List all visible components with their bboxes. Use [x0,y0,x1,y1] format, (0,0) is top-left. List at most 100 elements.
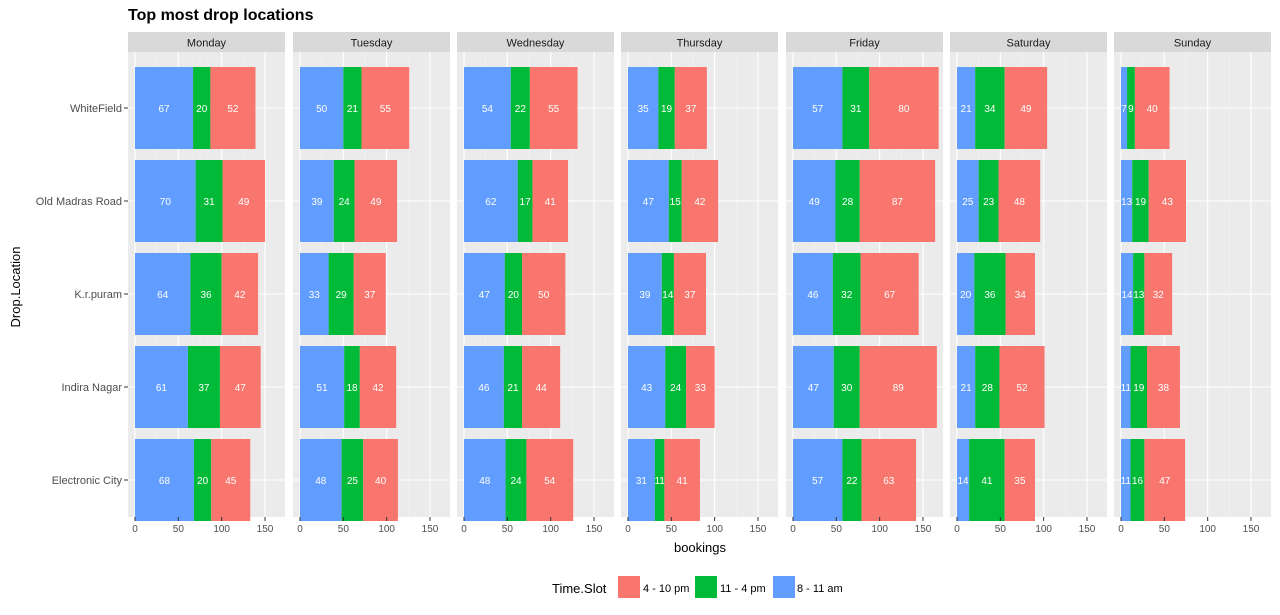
facet-strip-tuesday [293,32,450,52]
facet-strip-wednesday [457,32,614,52]
data-label: 14 [1122,290,1134,301]
bar-tuesday-k-r-puram-4-10-pm [353,253,386,335]
data-label: 36 [201,290,213,301]
bar-tuesday-whitefield-4-10-pm [361,67,410,149]
legend-label: 8 - 11 am [797,583,843,595]
data-label: 47 [643,197,655,208]
data-label: 14 [662,290,674,301]
y-tick-label: Electronic City [52,475,123,487]
x-tick-label: 0 [625,524,631,535]
data-label: 21 [507,383,519,394]
y-tick-label: WhiteField [70,103,122,115]
data-label: 33 [309,290,321,301]
data-label: 43 [641,383,653,394]
bar-tuesday-k-r-puram-8-11-am [300,253,329,335]
data-label: 55 [548,104,560,115]
bar-monday-indira-nagar-11-4-pm [187,346,220,428]
bar-saturday-old-madras-road-8-11-am [957,160,979,242]
x-tick-label: 50 [995,524,1007,535]
data-label: 24 [339,197,351,208]
legend-label: 4 - 10 pm [643,583,689,595]
bar-wednesday-whitefield-8-11-am [464,67,511,149]
data-label: 57 [812,476,824,487]
facet-label-friday: Friday [849,38,880,50]
bar-sunday-old-madras-road-4-10-pm [1148,160,1186,242]
data-label: 37 [364,290,376,301]
data-label: 37 [198,383,210,394]
bar-sunday-whitefield-8-11-am [1121,67,1128,149]
x-axis-title: bookings [674,540,727,555]
bar-sunday-k-r-puram-8-11-am [1121,253,1134,335]
bar-friday-electronic-city-4-10-pm [861,439,917,521]
bar-friday-old-madras-road-8-11-am [793,160,836,242]
data-label: 49 [809,197,821,208]
data-label: 52 [1016,383,1028,394]
data-label: 55 [380,104,392,115]
y-tick-label: Indira Nagar [61,382,122,394]
bar-monday-old-madras-road-11-4-pm [195,160,223,242]
bar-thursday-electronic-city-11-4-pm [654,439,665,521]
x-tick-label: 150 [915,524,932,535]
bar-sunday-old-madras-road-11-4-pm [1132,160,1149,242]
data-label: 23 [983,197,995,208]
bar-wednesday-old-madras-road-8-11-am [464,160,518,242]
x-tick-label: 150 [750,524,767,535]
facet-label-saturday: Saturday [1006,38,1051,50]
data-label: 24 [670,383,682,394]
bar-monday-electronic-city-8-11-am [135,439,194,521]
x-tick-label: 50 [173,524,185,535]
y-tick-label: K.r.puram [74,289,122,301]
data-label: 80 [898,104,910,115]
data-label: 47 [235,383,247,394]
bar-tuesday-whitefield-8-11-am [300,67,344,149]
bar-wednesday-electronic-city-4-10-pm [526,439,574,521]
facet-label-thursday: Thursday [677,38,723,50]
data-label: 49 [238,197,250,208]
bar-saturday-k-r-puram-11-4-pm [974,253,1006,335]
data-label: 7 [1121,104,1127,115]
data-label: 42 [694,197,706,208]
data-label: 22 [846,476,858,487]
x-tick-label: 100 [1035,524,1052,535]
bar-friday-whitefield-11-4-pm [842,67,870,149]
bar-saturday-indira-nagar-4-10-pm [999,346,1045,428]
data-label: 63 [883,476,895,487]
bar-tuesday-indira-nagar-4-10-pm [359,346,397,428]
data-label: 17 [520,197,532,208]
data-label: 87 [892,197,904,208]
data-label: 57 [812,104,824,115]
legend: 4 - 10 pm 11 - 4 pm 8 - 11 am [618,576,843,598]
x-tick-label: 0 [461,524,467,535]
data-label: 15 [670,197,682,208]
bar-monday-indira-nagar-4-10-pm [219,346,261,428]
bar-tuesday-k-r-puram-11-4-pm [328,253,354,335]
data-label: 42 [372,383,384,394]
bar-friday-indira-nagar-4-10-pm [859,346,937,428]
legend-key [773,576,795,598]
bar-sunday-electronic-city-4-10-pm [1144,439,1186,521]
data-label: 35 [1014,476,1026,487]
facet-saturday: Saturday 21 34 49 25 23 48 20 36 34 21 28 52 14 41 35 0 5… [950,32,1107,535]
x-tick-label: 0 [1118,524,1124,535]
data-label: 43 [1162,197,1174,208]
data-label: 34 [984,104,996,115]
data-label: 37 [685,104,697,115]
bar-tuesday-electronic-city-11-4-pm [341,439,364,521]
bar-saturday-old-madras-road-11-4-pm [978,160,999,242]
x-tick-label: 50 [1159,524,1171,535]
bar-thursday-indira-nagar-4-10-pm [686,346,715,428]
data-label: 24 [510,476,522,487]
data-label: 68 [159,476,171,487]
y-axis: WhiteField Old Madras Road K.r.puram Indira… [36,103,128,487]
data-label: 70 [160,197,172,208]
bar-thursday-whitefield-4-10-pm [674,67,707,149]
data-label: 52 [227,104,239,115]
y-tick-label: Old Madras Road [36,196,122,208]
bar-thursday-old-madras-road-4-10-pm [681,160,719,242]
data-label: 62 [485,197,497,208]
data-label: 54 [544,476,556,487]
x-tick-label: 150 [586,524,603,535]
bar-wednesday-k-r-puram-8-11-am [464,253,505,335]
bar-saturday-old-madras-road-4-10-pm [998,160,1041,242]
